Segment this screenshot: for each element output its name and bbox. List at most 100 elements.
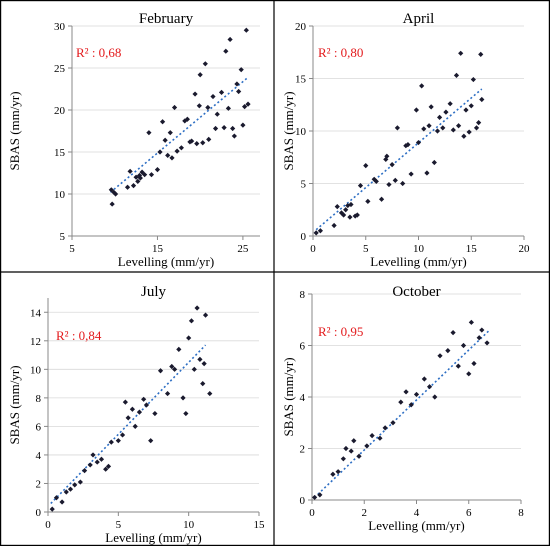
data-point xyxy=(338,210,345,216)
data-point xyxy=(403,389,409,395)
data-point xyxy=(59,499,65,505)
data-point xyxy=(437,353,443,359)
x-axis-title: Levelling (mm/yr) xyxy=(368,518,464,533)
chart-panel-april: 0 5 10 15 20 0 5 10 15 20 April R² : 0,80 Levelling … xyxy=(281,11,530,269)
data-point xyxy=(348,201,354,208)
data-point xyxy=(415,139,422,146)
data-point xyxy=(317,492,323,498)
panel-title: February xyxy=(139,11,194,27)
data-point xyxy=(426,384,433,390)
x-tick-label: 2 xyxy=(362,507,368,519)
y-tick-label: 30 xyxy=(54,21,66,33)
data-point xyxy=(450,127,456,133)
data-point xyxy=(188,318,195,324)
y-tick-label: 12 xyxy=(30,336,41,348)
data-point xyxy=(443,109,449,115)
chart-panel-february: 5 10 15 20 25 30 5 15 25 February R² : 0,68 Levelli… xyxy=(7,11,260,269)
data-point xyxy=(463,107,469,113)
data-point xyxy=(90,452,96,458)
y-tick-label: 0 xyxy=(300,495,306,507)
data-point xyxy=(167,130,173,136)
y-axis-title: SBAS (mm/yr) xyxy=(7,365,22,444)
y-tick-label: 4 xyxy=(300,392,306,404)
x-tick-label: 0 xyxy=(45,519,51,531)
data-point xyxy=(230,125,236,132)
y-axis-title: SBAS (mm/yr) xyxy=(281,357,296,436)
data-point xyxy=(183,410,189,417)
data-point xyxy=(377,435,383,441)
y-tick-label: 14 xyxy=(30,307,42,319)
data-point xyxy=(347,214,353,220)
panel-title: October xyxy=(392,284,440,300)
data-point xyxy=(87,462,93,468)
data-point xyxy=(390,420,396,426)
data-point xyxy=(356,453,362,459)
data-point xyxy=(180,395,186,401)
data-point xyxy=(212,125,219,132)
data-point xyxy=(77,479,83,485)
data-point xyxy=(408,402,414,408)
y-tick-label: 4 xyxy=(36,450,42,462)
data-point xyxy=(470,76,476,83)
y-axis-title: SBAS (mm/yr) xyxy=(7,91,22,170)
data-point xyxy=(165,152,171,158)
x-tick-label: 20 xyxy=(519,243,531,255)
data-point xyxy=(432,394,438,400)
y-tick-label: 8 xyxy=(36,393,42,405)
x-tick-label: 15 xyxy=(152,243,164,255)
x-tick-label: 10 xyxy=(183,519,195,531)
data-point xyxy=(378,196,385,202)
data-point xyxy=(157,368,164,374)
data-point xyxy=(413,391,420,398)
y-tick-label: 10 xyxy=(295,126,307,138)
data-point xyxy=(105,463,112,469)
data-point xyxy=(194,141,200,147)
data-point xyxy=(351,438,357,444)
data-point xyxy=(202,312,209,318)
data-point xyxy=(178,145,184,151)
x-tick-label: 5 xyxy=(116,519,122,531)
data-point xyxy=(129,406,135,412)
data-point xyxy=(115,438,121,444)
data-point xyxy=(137,175,143,181)
r-squared-label: R² : 0,95 xyxy=(318,324,363,339)
x-axis-title: Levelling (mm/yr) xyxy=(105,530,201,545)
data-point xyxy=(334,204,340,210)
y-tick-label: 25 xyxy=(54,63,66,75)
data-point xyxy=(384,153,390,159)
y-tick-label: 6 xyxy=(36,421,42,433)
data-point xyxy=(225,105,231,111)
x-tick-label: 25 xyxy=(237,243,249,255)
panel-title: April xyxy=(403,11,435,27)
data-point xyxy=(400,180,406,187)
y-tick-label: 2 xyxy=(36,478,42,490)
data-point xyxy=(196,103,202,109)
data-point xyxy=(197,356,203,362)
data-point xyxy=(148,438,154,444)
data-point xyxy=(340,212,347,218)
data-point xyxy=(136,409,143,415)
x-tick-label: 10 xyxy=(413,243,425,255)
data-point xyxy=(398,399,404,405)
data-point xyxy=(191,366,197,372)
data-point xyxy=(313,230,319,236)
data-point xyxy=(132,423,138,429)
y-tick-label: 10 xyxy=(30,364,42,376)
data-point xyxy=(218,89,225,95)
data-point xyxy=(461,133,467,139)
y-tick-label: 15 xyxy=(54,147,66,159)
data-point xyxy=(197,72,203,78)
data-point xyxy=(245,101,251,107)
data-point xyxy=(426,123,432,129)
data-point xyxy=(194,305,200,311)
data-point xyxy=(200,381,206,387)
data-point xyxy=(468,103,474,109)
data-point xyxy=(437,114,443,120)
data-point xyxy=(49,506,55,512)
data-point xyxy=(460,342,467,349)
y-tick-label: 5 xyxy=(60,231,66,243)
panel-title: July xyxy=(141,284,167,300)
data-point xyxy=(240,122,246,128)
data-point xyxy=(455,123,462,129)
data-point xyxy=(455,363,461,369)
